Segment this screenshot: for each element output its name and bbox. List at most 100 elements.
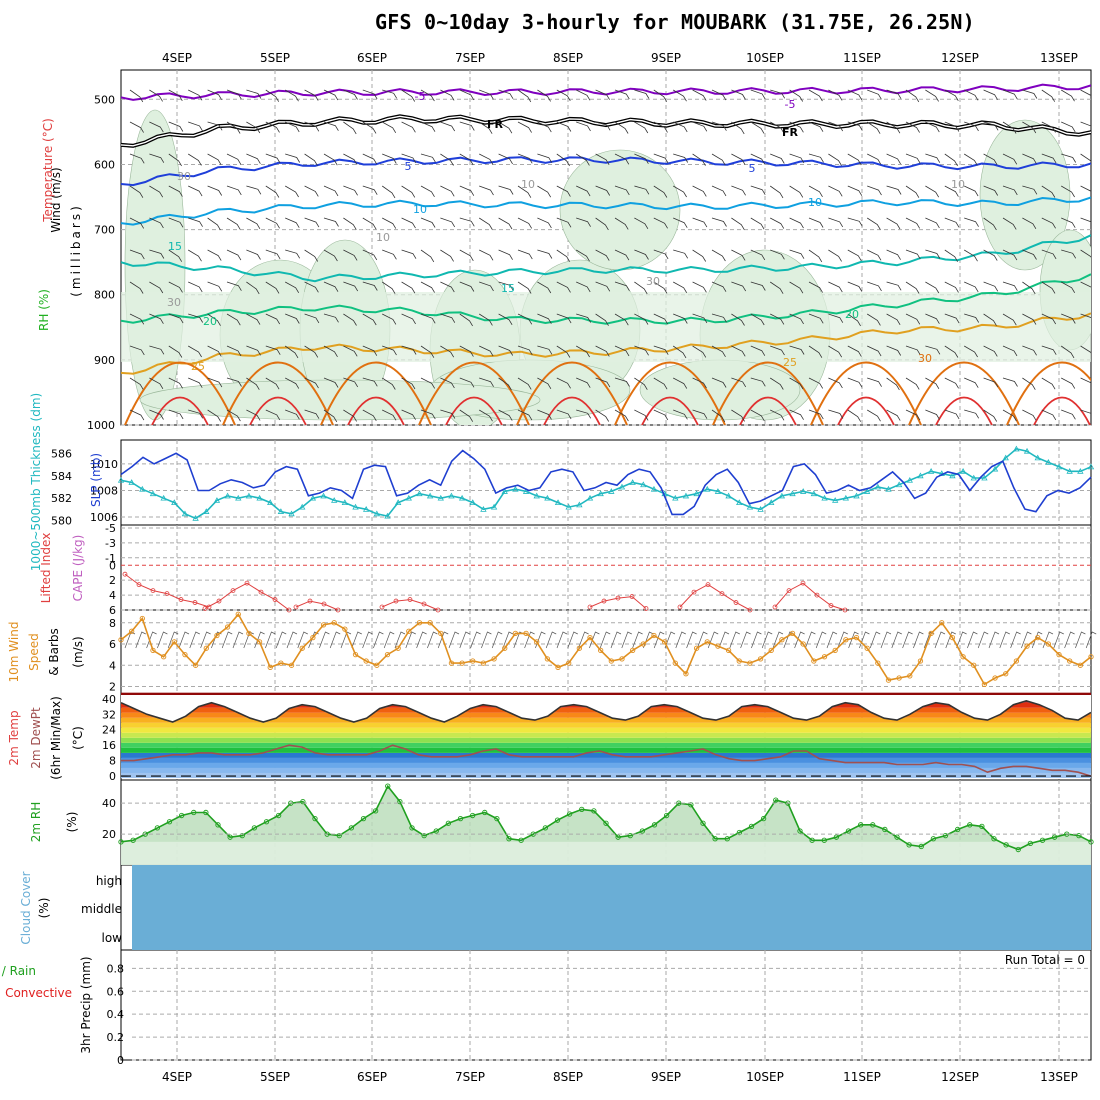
wind10-speed-line: [120, 612, 1092, 686]
wind-barb: [285, 313, 300, 324]
wind-barb: [789, 345, 805, 355]
isotherm-30-loop: [1006, 361, 1091, 425]
wind-barb: [731, 249, 746, 261]
wind-barb: [634, 409, 649, 421]
wind10-speed-line-marker: [789, 630, 796, 637]
lifted-index-line-0-marker: [321, 601, 327, 607]
side-label-precip: 3hr Precip (mm): [79, 956, 93, 1053]
rh2m-line-marker: [251, 825, 258, 831]
thickness-line-marker: [885, 485, 892, 492]
wind-barb: [556, 345, 571, 358]
rh2m-line-marker: [1027, 840, 1034, 847]
thickness-line-marker: [1023, 447, 1031, 454]
wind-barb: [1041, 153, 1057, 164]
wind-barb: [1041, 89, 1056, 102]
wind-barb: [750, 153, 766, 165]
side-label-temp-unit: (°C): [71, 726, 85, 750]
wind-barb: [401, 377, 416, 390]
wind10-barb: [1021, 631, 1032, 649]
wind10-speed-line-marker: [875, 660, 881, 666]
wind-barb: [129, 185, 144, 198]
wind-barb: [1041, 121, 1056, 133]
wind-barb: [304, 409, 320, 419]
wind-barb: [673, 121, 688, 133]
wind-barb: [265, 249, 281, 260]
wind-barb: [246, 185, 262, 195]
isotherm-35-loop: [445, 396, 503, 425]
wind-barb: [304, 313, 320, 324]
wind-barb: [226, 409, 241, 422]
x-tick-bottom-10SEP: 10SEP: [746, 1070, 784, 1084]
side-label-upper-2: RH (%): [37, 289, 51, 331]
wind-barb: [265, 89, 280, 102]
wind-barb: [731, 409, 745, 422]
wind-barb: [731, 153, 746, 165]
wind-barb: [285, 281, 300, 294]
rh2m-line-marker: [882, 826, 888, 833]
wind-barb: [634, 89, 650, 99]
wind-barb: [614, 313, 629, 326]
wind-barb: [168, 409, 184, 420]
wind-barb: [925, 345, 941, 355]
wind10-barb: [1085, 631, 1097, 649]
thickness-line-marker: [736, 499, 743, 506]
wind-barb: [246, 121, 261, 134]
wind-barb: [634, 121, 649, 134]
wind-barb: [420, 249, 435, 263]
wind-barb: [1041, 377, 1056, 390]
wind-barb: [1022, 345, 1037, 356]
wind-barb: [692, 89, 707, 101]
wind-barb: [381, 281, 396, 294]
thickness-line-marker: [469, 499, 476, 506]
wind-barb: [1080, 409, 1091, 414]
y-tick-thickness-584: 584: [51, 470, 72, 483]
wind-barb: [944, 409, 960, 420]
wind-barb: [188, 345, 202, 358]
rh2m-line-marker: [457, 815, 464, 822]
wind10-speed-line-marker: [267, 664, 273, 671]
wind-barb: [789, 313, 804, 325]
lifted-index-line-a-marker: [178, 597, 184, 602]
wind10-speed-line-marker: [406, 628, 412, 634]
rh2m-line-marker: [591, 808, 597, 814]
wind-barb: [478, 409, 493, 422]
wind10-barb: [232, 631, 244, 649]
wind-barb: [1022, 409, 1037, 421]
thickness-line-marker: [810, 490, 818, 497]
rh2m-line-marker: [833, 834, 840, 840]
y-tick-wind-8: 8: [109, 617, 116, 630]
lifted-index-line-a-marker: [136, 582, 142, 588]
wind-barb: [440, 249, 454, 262]
wind-barb: [343, 345, 358, 357]
contour-label--5: -5: [415, 90, 426, 103]
thickness-line-marker: [245, 492, 253, 499]
contour-label-10: 10: [808, 196, 822, 209]
wind10-speed-line-marker: [821, 654, 828, 660]
isotherm-35-loop: [151, 396, 209, 425]
wind-barb: [808, 89, 823, 102]
wind-barb: [188, 185, 203, 197]
wind-barb: [381, 377, 396, 390]
isotherm-5: [121, 156, 1091, 187]
wind10-speed-line-marker: [747, 660, 753, 666]
wind10-speed-line-marker: [896, 675, 902, 681]
wind-barb: [1061, 121, 1076, 133]
wind-barb: [1002, 185, 1018, 196]
wind-barb: [1022, 281, 1036, 295]
wind-barb: [731, 185, 746, 196]
wind-barb: [595, 377, 611, 388]
y-tick-pressure-500: 500: [94, 93, 115, 106]
wind-barb: [595, 217, 609, 231]
wind-barb: [905, 121, 920, 133]
wind-barb: [459, 89, 475, 101]
wind-barb: [343, 121, 357, 135]
wind10-speed-line-marker: [512, 630, 519, 637]
wind-barb: [614, 89, 630, 100]
wind10-barb: [675, 631, 686, 649]
thickness-line-marker: [235, 494, 242, 501]
wind-barb: [925, 313, 940, 324]
wind10-barb: [437, 631, 449, 649]
wind10-barb: [653, 631, 665, 649]
wind-barb: [149, 153, 165, 163]
wind-barb: [1080, 377, 1091, 384]
